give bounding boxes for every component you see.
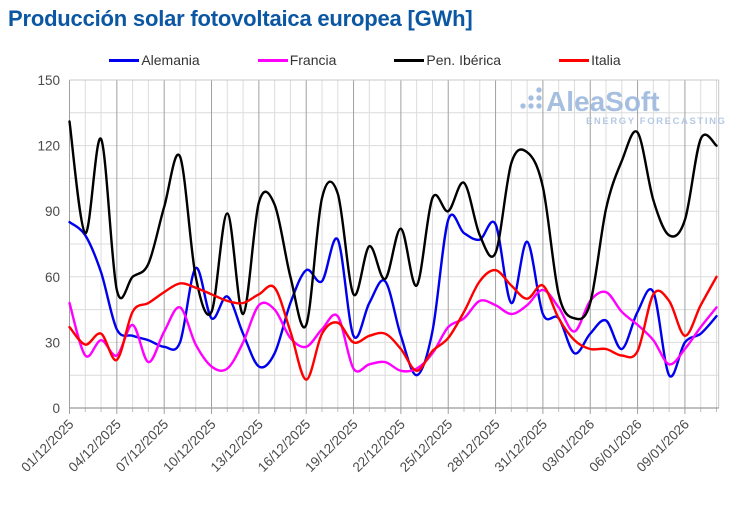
legend-item-alemania: Alemania	[109, 52, 200, 68]
svg-text:90: 90	[45, 204, 60, 219]
chart-legend: Alemania Francia Pen. Ibérica Italia	[0, 52, 730, 68]
legend-label-alemania: Alemania	[141, 52, 200, 68]
legend-item-francia: Francia	[257, 52, 337, 68]
svg-text:ENERGY FORECASTING: ENERGY FORECASTING	[586, 116, 727, 127]
svg-text:150: 150	[37, 73, 60, 88]
legend-line-swatch-pen-iberica	[394, 58, 425, 62]
series-line-francia	[68, 288, 718, 373]
series-line-alemania	[68, 213, 718, 378]
chart-title: Producción solar fotovoltaica europea [G…	[8, 6, 473, 31]
legend-label-francia: Francia	[289, 52, 337, 68]
svg-text:AleaSoft: AleaSoft	[546, 86, 660, 117]
legend-line-swatch-alemania	[109, 58, 140, 62]
series-line-italia	[68, 268, 718, 381]
legend-item-pen-iberica: Pen. Ibérica	[394, 52, 501, 68]
legend-line-swatch-francia	[257, 58, 288, 62]
y-axis-labels: 0 30 60 90 120 150	[37, 73, 60, 416]
svg-text:120: 120	[37, 139, 60, 154]
legend-item-italia: Italia	[559, 52, 621, 68]
series-line-pen-ib-rica	[68, 120, 718, 329]
x-axis-labels: 01/12/202504/12/202507/12/202510/12/2025…	[18, 417, 692, 475]
svg-text:0: 0	[52, 401, 60, 416]
legend-label-italia: Italia	[591, 52, 621, 68]
legend-line-swatch-italia	[559, 58, 590, 62]
legend-label-pen-iberica: Pen. Ibérica	[426, 52, 502, 68]
svg-text:30: 30	[45, 335, 60, 350]
svg-text:60: 60	[45, 270, 60, 285]
